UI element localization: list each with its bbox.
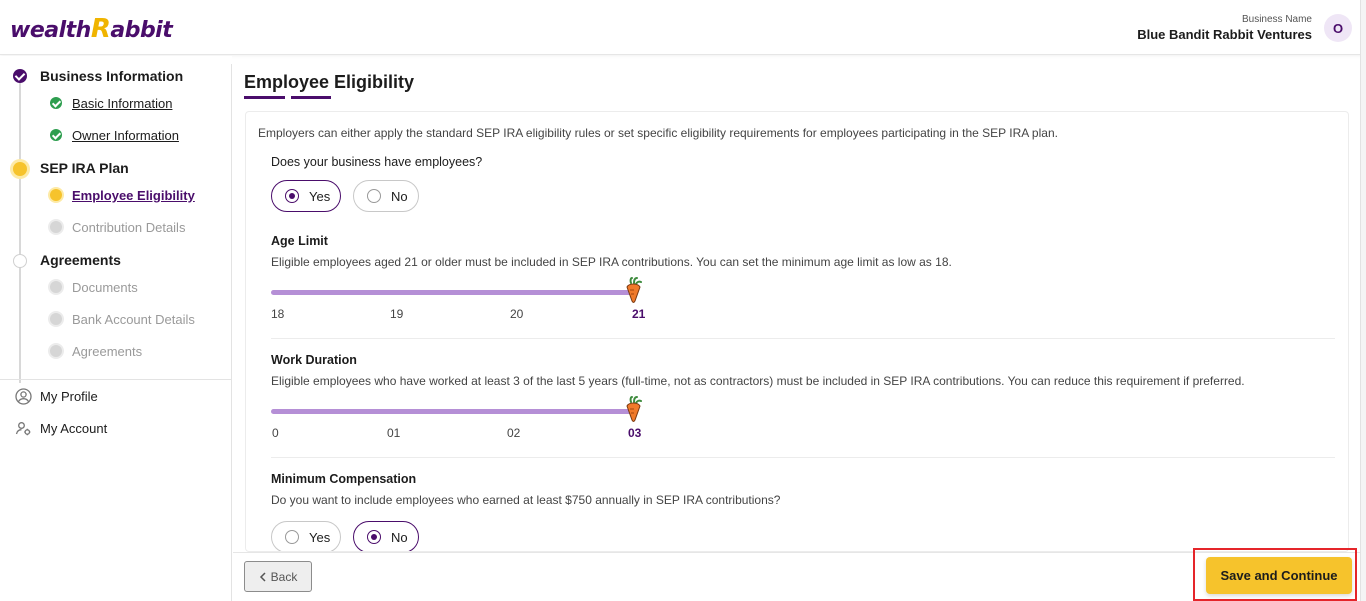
carrot-slider-handle-icon[interactable] [623, 396, 645, 422]
title-underline [291, 96, 331, 99]
sidebar-item-contribution-details[interactable]: Contribution Details [72, 220, 186, 235]
age-tick-20[interactable]: 20 [510, 307, 524, 321]
duration-tick-01[interactable]: 01 [387, 426, 401, 440]
section-business-information[interactable]: Business Information [40, 68, 184, 84]
top-header: wealthRabbit Business Name Blue Bandit R… [0, 0, 1366, 55]
pending-step-icon [50, 221, 62, 233]
pending-step-icon [13, 254, 27, 268]
sidebar-divider [0, 379, 232, 380]
highlight-box [1193, 548, 1357, 601]
sidebar-link-my-profile[interactable]: My Profile [15, 388, 98, 405]
check-icon [50, 97, 62, 109]
wealthrabbit-logo[interactable]: wealthRabbit [10, 14, 173, 44]
radio-selected-icon [285, 189, 299, 203]
user-gear-icon [15, 422, 31, 436]
current-step-icon [13, 162, 27, 176]
business-name-label: Business Name [1241, 14, 1312, 25]
user-circle-icon [15, 388, 32, 405]
pending-step-icon [50, 345, 62, 357]
check-icon [13, 69, 27, 83]
work-duration-label: Work Duration [271, 353, 357, 367]
age-limit-label: Age Limit [271, 234, 328, 248]
back-button[interactable]: Back [244, 561, 312, 592]
min-compensation-description: Do you want to include employees who ear… [271, 493, 781, 507]
pending-step-icon [50, 313, 62, 325]
footer-bar: Back [233, 552, 1360, 601]
duration-tick-03[interactable]: 03 [628, 426, 642, 440]
age-limit-slider[interactable] [271, 290, 633, 295]
avatar[interactable]: O [1324, 14, 1352, 42]
employees-question-label: Does your business have employees? [271, 155, 483, 169]
radio-unselected-icon [285, 530, 299, 544]
section-agreements[interactable]: Agreements [40, 252, 121, 268]
section-divider [271, 338, 1335, 339]
min-compensation-no-radio[interactable]: No [353, 521, 419, 551]
sidebar-item-agreements[interactable]: Agreements [72, 344, 143, 359]
title-underline [244, 96, 285, 99]
employees-no-radio[interactable]: No [353, 180, 419, 212]
radio-label: Yes [309, 188, 331, 204]
my-profile-label: My Profile [40, 389, 98, 404]
intro-text: Employers can either apply the standard … [258, 126, 1058, 140]
work-duration-slider[interactable] [271, 409, 633, 414]
sidebar-item-documents[interactable]: Documents [72, 280, 138, 295]
sidebar-item-bank-account-details[interactable]: Bank Account Details [72, 312, 195, 327]
current-step-icon [50, 189, 62, 201]
check-icon [50, 129, 62, 141]
business-name: Blue Bandit Rabbit Ventures [1137, 27, 1312, 42]
save-and-continue-button[interactable]: Save and Continue [1206, 557, 1352, 594]
age-tick-21[interactable]: 21 [632, 307, 646, 321]
work-duration-description: Eligible employees who have worked at le… [271, 374, 1245, 388]
pending-step-icon [50, 281, 62, 293]
radio-label: No [391, 529, 408, 545]
section-divider [271, 457, 1335, 458]
eligibility-card: Employers can either apply the standard … [245, 111, 1349, 552]
back-label: Back [270, 569, 298, 584]
progress-line [19, 83, 21, 383]
radio-selected-icon [367, 530, 381, 544]
employees-yes-radio[interactable]: Yes [271, 180, 341, 212]
business-info: Business Name Blue Bandit Rabbit Venture… [1137, 14, 1312, 42]
sidebar-link-my-account[interactable]: My Account [15, 420, 107, 437]
page-scrollbar[interactable] [1360, 0, 1366, 601]
carrot-slider-handle-icon[interactable] [623, 277, 645, 303]
age-limit-description: Eligible employees aged 21 or older must… [271, 255, 952, 269]
page-title: Employee Eligibility [244, 72, 415, 92]
radio-unselected-icon [367, 189, 381, 203]
my-account-label: My Account [40, 421, 108, 436]
sidebar-item-basic-information[interactable]: Basic Information [72, 96, 173, 111]
chevron-left-icon [259, 571, 266, 582]
sidebar-item-employee-eligibility[interactable]: Employee Eligibility [72, 188, 195, 203]
min-compensation-label: Minimum Compensation [271, 472, 417, 486]
duration-tick-0[interactable]: 0 [272, 426, 279, 440]
age-tick-19[interactable]: 19 [390, 307, 404, 321]
section-sep-ira-plan[interactable]: SEP IRA Plan [40, 160, 129, 176]
sidebar: Business Information Basic Information O… [0, 56, 232, 601]
age-tick-18[interactable]: 18 [271, 307, 285, 321]
duration-tick-02[interactable]: 02 [507, 426, 521, 440]
radio-label: Yes [309, 529, 331, 545]
sidebar-item-owner-information[interactable]: Owner Information [72, 128, 179, 143]
radio-label: No [391, 188, 408, 204]
min-compensation-yes-radio[interactable]: Yes [271, 521, 341, 551]
